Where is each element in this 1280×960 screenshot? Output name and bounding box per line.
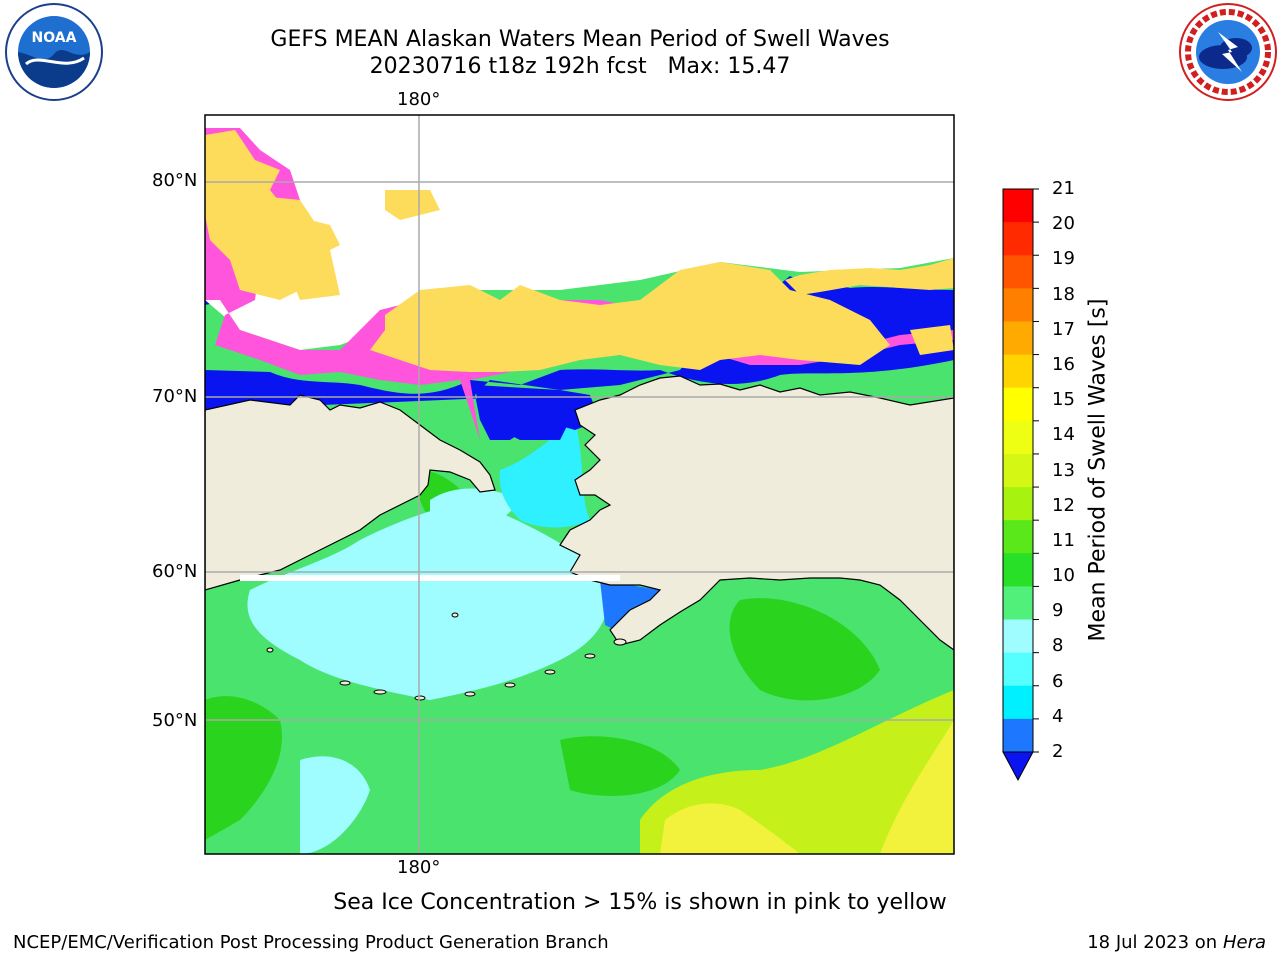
colorbar-under-arrow	[1002, 751, 1034, 782]
lon-label-bottom: 180°	[397, 857, 441, 878]
colorbar-segment	[1003, 487, 1033, 521]
ocean-darkgreen-patch	[729, 598, 880, 701]
colorbar-tick-label: 10	[1052, 565, 1075, 587]
colorbar-tick-label: 6	[1052, 670, 1064, 692]
map-frame	[204, 114, 955, 855]
colorbar-tick-label: 16	[1052, 353, 1075, 375]
colorbar-segment	[1003, 255, 1033, 289]
lat-label-80: 80°N	[152, 170, 198, 191]
colorbar-label: Mean Period of Swell Waves [s]	[1085, 298, 1111, 642]
graticule	[205, 115, 954, 854]
colorbar-segment	[1003, 321, 1033, 356]
footer-host: Hera	[1222, 932, 1266, 953]
colorbar-segment	[1003, 619, 1033, 654]
colorbar-tick-label: 17	[1052, 318, 1075, 340]
colorbar-segment	[1003, 354, 1033, 389]
colorbar-tick-label: 8	[1052, 635, 1064, 657]
chart-subtitle: 20230716 t18z 192h fcst Max: 15.47	[369, 54, 791, 79]
chart-title: GEFS MEAN Alaskan Waters Mean Period of …	[270, 27, 890, 52]
colorbar-frame	[1002, 188, 1034, 753]
ocean-yellow-area-east	[880, 720, 954, 854]
colorbar-tick-label: 13	[1052, 459, 1075, 481]
ocean-lightcyan-patch	[300, 756, 370, 854]
lon-label-top: 180°	[397, 89, 441, 110]
colorbar-segment	[1003, 288, 1033, 322]
ocean-darkgreen-patch	[205, 696, 282, 840]
colorbar-segment	[1003, 652, 1033, 687]
colorbar-segment	[1003, 387, 1033, 422]
colorbar-segment	[1003, 453, 1033, 488]
colorbar-segment	[1003, 685, 1033, 720]
sea-ice-yellow	[205, 130, 954, 372]
colorbar-tick-label: 9	[1052, 600, 1064, 622]
footer-credit: NCEP/EMC/Verification Post Processing Pr…	[13, 932, 609, 953]
colorbar-tick-label: 11	[1052, 529, 1075, 551]
nws-logo	[1179, 3, 1277, 101]
ocean-blue-chukchi	[475, 385, 600, 440]
colorbar-tick-label: 20	[1052, 213, 1075, 235]
colorbar-tick-label: 12	[1052, 494, 1075, 516]
sea-ice-white	[205, 115, 954, 350]
land-siberia-alaska	[205, 375, 954, 651]
colorbar-tick-label: 18	[1052, 283, 1075, 305]
lat-label-70: 70°N	[152, 386, 198, 407]
ocean-lightcyan-patch	[430, 488, 520, 531]
colorbar-tick-label: 21	[1052, 178, 1075, 199]
sea-ice-note: Sea Ice Concentration > 15% is shown in …	[333, 890, 947, 915]
ocean-lightcyan-area	[247, 500, 608, 700]
colorbar-segment	[1003, 222, 1033, 256]
colorbar-tick-label: 15	[1052, 389, 1075, 411]
colorbar-tick-label: 4	[1052, 705, 1064, 727]
lat-label-60: 60°N	[152, 561, 198, 582]
colorbar-segment	[1003, 520, 1033, 554]
ocean-darkgreen-patch	[560, 736, 680, 796]
footer-date: 18 Jul 2023 on Hera	[1087, 932, 1266, 953]
colorbar-segment	[1003, 586, 1033, 621]
colorbar-segment	[1003, 553, 1033, 587]
ocean-blue-bristol	[600, 580, 660, 635]
colorbar-tick-label: 2	[1052, 741, 1064, 762]
lat-label-50: 50°N	[152, 710, 198, 731]
ocean-yellow-area	[660, 803, 800, 854]
ocean-cyan-area	[499, 420, 590, 528]
colorbar-tick-label: 14	[1052, 424, 1075, 446]
aleutian-islands	[266, 612, 627, 701]
sea-ice-pink-margin	[205, 128, 954, 440]
colorbar-segment	[1003, 718, 1033, 753]
noaa-logo: NOAA	[5, 3, 103, 101]
footer-date-text: 18 Jul 2023 on	[1087, 932, 1223, 953]
no-data-strip	[240, 575, 620, 581]
colorbar-segment	[1003, 189, 1033, 223]
colorbar-segment	[1003, 420, 1033, 455]
colorbar-tick-label: 19	[1052, 248, 1075, 270]
noaa-logo-text: NOAA	[32, 30, 77, 46]
colorbar	[1002, 188, 1039, 782]
